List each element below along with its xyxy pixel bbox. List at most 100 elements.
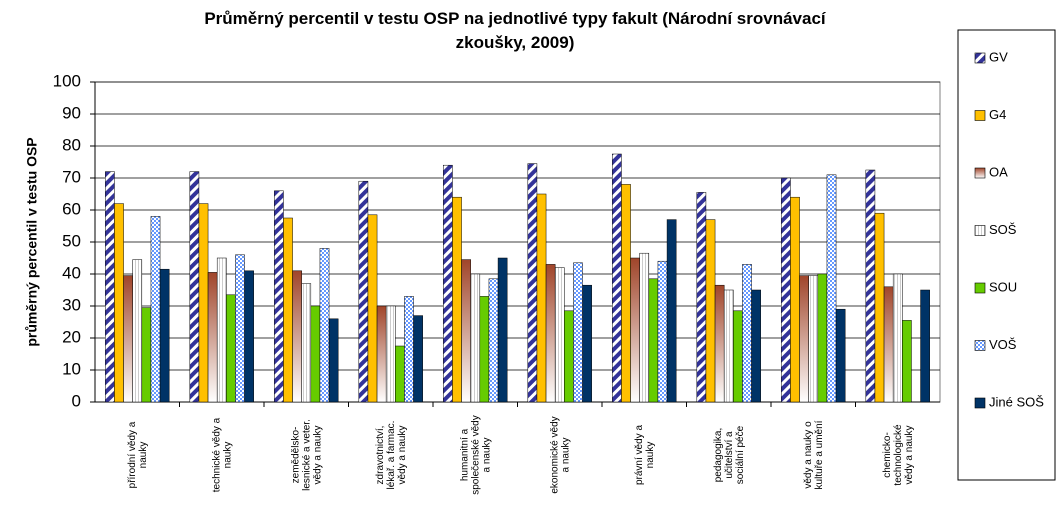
bar: [132, 259, 143, 403]
legend-label: SOŠ: [989, 222, 1017, 237]
bar: [395, 345, 405, 403]
legend-swatch: [974, 110, 986, 121]
y-tick-label: 30: [62, 295, 81, 314]
bar: [892, 273, 903, 403]
bar: [310, 305, 321, 403]
bar: [564, 310, 574, 403]
x-tick-label: humanitní aspolečenské vědya nauky: [459, 415, 492, 495]
bar: [413, 315, 423, 403]
bar: [865, 169, 876, 403]
bar: [189, 171, 200, 403]
bar: [902, 320, 912, 403]
bar: [301, 283, 312, 403]
x-tick-label: přírodní vědy anauky: [126, 421, 148, 488]
bar: [621, 184, 631, 403]
x-tick-label: ekonomické vědya nauky: [549, 416, 571, 493]
y-tick-label: 10: [62, 359, 81, 378]
bar: [573, 262, 583, 403]
y-axis-label: průměrný percentil v testu OSP: [24, 137, 40, 346]
bar: [497, 257, 508, 403]
bar: [319, 248, 330, 403]
y-tick-label: 60: [62, 199, 81, 218]
legend-swatch: [974, 225, 986, 236]
y-tick-label: 20: [62, 327, 81, 346]
bar: [328, 318, 339, 403]
legend-swatch: [974, 340, 986, 351]
legend-label: GV: [989, 49, 1008, 64]
bar: [367, 214, 378, 403]
bar: [527, 163, 538, 403]
bar: [443, 164, 453, 403]
bar: [826, 174, 837, 403]
x-tick-label: právní vědy anauky: [633, 425, 655, 485]
bar: [358, 180, 369, 403]
bar: [554, 267, 565, 403]
x-tick-label: zdravotnictví,lékař. a farmac.vědy a nau…: [374, 421, 407, 490]
legend-label: G4: [989, 107, 1006, 122]
y-tick-label: 100: [53, 71, 81, 90]
bar: [159, 268, 170, 403]
bar: [283, 217, 293, 403]
bar: [733, 310, 743, 403]
bar: [114, 203, 124, 403]
bar: [751, 289, 761, 403]
bar: [244, 270, 254, 403]
x-tick-label: zemědělsko-lesnické a veter.vědy a nauky: [290, 419, 323, 491]
bar: [385, 305, 396, 403]
bar: [376, 305, 387, 403]
bar: [479, 296, 490, 403]
bar: [404, 296, 414, 403]
x-tick-label: pedagogika,učitelství asociální péče: [712, 425, 745, 484]
bar: [105, 171, 115, 403]
bar: [790, 196, 800, 403]
bar: [657, 260, 668, 403]
bar: [648, 278, 659, 403]
bar: [696, 192, 707, 403]
bar: [817, 273, 828, 403]
legend-swatch: [974, 397, 986, 409]
y-tick-label: 80: [62, 135, 81, 154]
bar: [470, 273, 481, 403]
chart-title: Průměrný percentil v testu OSP na jednot…: [204, 9, 827, 52]
bar: [292, 270, 302, 403]
legend-label: VOŠ: [989, 337, 1017, 352]
bar: [630, 257, 640, 403]
bar: [666, 219, 677, 403]
bar: [808, 275, 819, 403]
bar: [781, 177, 791, 403]
y-tick-label: 70: [62, 167, 81, 186]
bar: [639, 252, 650, 403]
bar: [216, 257, 227, 403]
bar: [198, 203, 209, 403]
bar: [799, 275, 809, 403]
legend-box: [957, 29, 1056, 481]
bar: [141, 307, 152, 403]
bar: [461, 259, 471, 403]
bar: [150, 216, 161, 403]
bar: [723, 289, 734, 403]
bar: [874, 212, 885, 403]
y-tick-label: 0: [72, 391, 81, 410]
legend-swatch: [974, 52, 986, 64]
bar: [714, 284, 725, 403]
bar: [742, 264, 752, 403]
x-tick-label: chemicko-technologickévědy a nauky: [881, 424, 914, 486]
bar: [835, 308, 846, 403]
bar: [536, 193, 547, 403]
bar: [274, 190, 284, 403]
bar: [123, 275, 133, 403]
bar: [488, 278, 499, 403]
y-tick-label: 50: [62, 231, 81, 250]
bar: [920, 289, 930, 403]
legend-label: Jiné SOŠ: [989, 394, 1044, 409]
legend-label: OA: [989, 164, 1008, 179]
bar: [226, 294, 236, 403]
bar: [235, 254, 245, 403]
x-tick-label: technické vědy anauky: [211, 417, 233, 492]
bar: [452, 196, 462, 403]
bar: [705, 219, 716, 403]
bar: [883, 286, 894, 403]
x-tick-label: vědy a nauky okultuře a umění: [802, 420, 824, 489]
legend-swatch: [974, 282, 986, 294]
